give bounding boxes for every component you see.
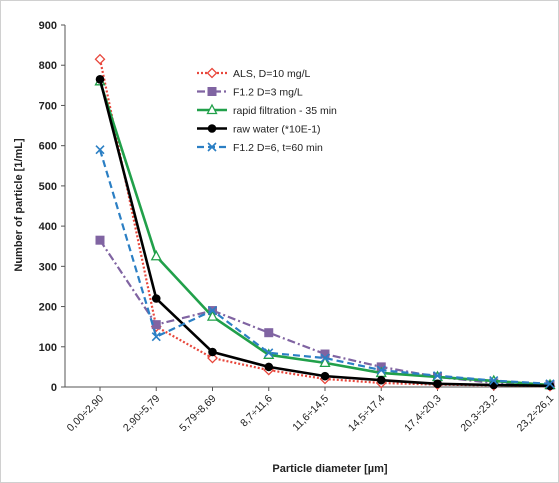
data-point <box>264 328 274 338</box>
legend-label: F1.2 D=6, t=60 min <box>233 142 323 154</box>
data-point <box>432 371 443 381</box>
y-tick-label: 0 <box>51 382 57 394</box>
data-point <box>206 103 218 115</box>
x-axis-title: Particle diameter [µm] <box>272 463 387 475</box>
data-point <box>95 235 105 245</box>
legend-entry: raw water (*10E-1) <box>197 124 321 136</box>
data-point <box>320 353 330 363</box>
y-tick-label: 700 <box>39 100 57 112</box>
data-point <box>208 347 217 357</box>
data-point <box>150 249 162 261</box>
y-tick-label: 400 <box>39 221 57 233</box>
data-point <box>207 306 218 316</box>
data-point <box>264 348 274 358</box>
data-point <box>151 294 161 303</box>
series-line <box>98 149 551 385</box>
series-line <box>99 239 551 387</box>
y-tick-label: 800 <box>39 60 57 72</box>
y-tick-label: 200 <box>39 302 57 314</box>
data-point <box>545 379 555 389</box>
data-point <box>94 53 106 65</box>
data-point <box>264 362 274 372</box>
y-tick-label: 100 <box>39 342 57 354</box>
data-point <box>207 87 217 96</box>
y-tick-label: 600 <box>39 141 57 153</box>
series-5 <box>95 145 555 389</box>
data-point <box>319 356 331 368</box>
data-point <box>433 379 442 389</box>
data-point <box>95 145 105 155</box>
data-point <box>376 375 386 385</box>
legend-label: rapid filtration - 35 min <box>233 105 337 117</box>
legend-entry: F1.2 D=6, t=60 min <box>197 142 323 154</box>
legend-entry: ALS, D=10 mg/L <box>197 67 310 80</box>
data-point <box>206 310 219 321</box>
y-tick-label: 900 <box>39 20 57 32</box>
legend-label: raw water (*10E-1) <box>233 124 321 136</box>
legend-label: ALS, D=10 mg/L <box>233 68 310 80</box>
data-point <box>95 75 105 84</box>
y-tick-label: 300 <box>39 261 57 273</box>
legend-entry: F1.2 D=3 mg/L <box>197 87 303 99</box>
y-axis-title: Number of particle [1/mL] <box>13 138 25 272</box>
legend-label: F1.2 D=3 mg/L <box>233 87 303 99</box>
data-point <box>207 124 217 133</box>
data-point <box>206 67 218 79</box>
y-tick-label: 500 <box>39 181 57 193</box>
data-point <box>376 365 386 375</box>
legend-entry: rapid filtration - 35 min <box>197 103 337 117</box>
data-point <box>151 332 161 342</box>
data-point <box>320 371 330 381</box>
data-point <box>207 352 218 364</box>
data-point <box>489 375 499 386</box>
data-point <box>207 142 217 152</box>
